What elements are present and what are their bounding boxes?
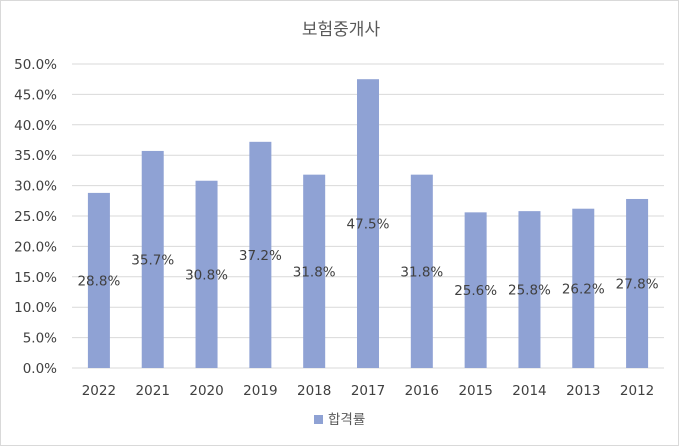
y-tick-label: 15.0% <box>14 270 57 286</box>
x-tick-label: 2013 <box>566 383 600 399</box>
data-label: 31.8% <box>400 264 443 280</box>
bar <box>87 192 110 368</box>
data-label: 35.7% <box>131 252 174 268</box>
data-label: 27.8% <box>616 276 659 292</box>
chart-title: 보험중개사 <box>302 20 381 40</box>
legend-swatch <box>314 415 323 424</box>
y-axis-ticks: 0.0% 5.0% 10.0% 15.0% 20.0% 25.0% 30.0% 35.0% 40… <box>14 57 57 377</box>
x-tick-label: 2017 <box>351 383 385 399</box>
bars <box>87 79 649 368</box>
data-label: 31.8% <box>293 264 336 280</box>
x-tick-label: 2022 <box>82 383 116 399</box>
bar <box>572 208 595 368</box>
x-tick-label: 2019 <box>243 383 277 399</box>
data-label: 25.6% <box>454 283 497 299</box>
x-tick-label: 2014 <box>512 383 546 399</box>
bar <box>626 198 649 368</box>
bar <box>195 180 218 368</box>
x-tick-label: 2012 <box>620 383 654 399</box>
x-tick-label: 2020 <box>189 383 223 399</box>
y-tick-label: 50.0% <box>14 57 57 73</box>
y-tick-label: 45.0% <box>14 87 57 103</box>
data-label: 26.2% <box>562 281 605 297</box>
x-axis-ticks: 2022 2021 2020 2019 2018 2017 2016 2015 2014 2013… <box>82 383 655 399</box>
y-tick-label: 25.0% <box>14 209 57 225</box>
legend: 합격률 <box>314 412 365 428</box>
bar <box>518 211 541 368</box>
x-tick-label: 2018 <box>297 383 331 399</box>
x-tick-label: 2021 <box>136 383 170 399</box>
y-tick-label: 40.0% <box>14 118 57 134</box>
y-tick-label: 35.0% <box>14 148 57 164</box>
y-tick-label: 0.0% <box>23 361 57 377</box>
bar <box>357 79 379 368</box>
y-tick-label: 10.0% <box>14 300 57 316</box>
data-label: 30.8% <box>185 267 228 283</box>
data-label: 37.2% <box>239 248 282 264</box>
bar <box>141 150 164 368</box>
data-label: 25.8% <box>508 283 551 299</box>
bar <box>410 174 433 368</box>
bar <box>464 212 487 368</box>
y-tick-label: 20.0% <box>14 239 57 255</box>
y-tick-label: 5.0% <box>23 331 57 347</box>
legend-label: 합격률 <box>328 412 365 428</box>
bar <box>303 174 326 368</box>
data-labels: 28.8% 35.7% 30.8% 37.2% 31.8% 47.5% 31.8% 25.6%… <box>77 217 658 300</box>
x-tick-label: 2016 <box>405 383 439 399</box>
bar <box>249 141 272 368</box>
data-label: 28.8% <box>77 273 120 289</box>
x-tick-label: 2015 <box>458 383 492 399</box>
y-tick-label: 30.0% <box>14 179 57 195</box>
data-label: 47.5% <box>347 217 390 233</box>
